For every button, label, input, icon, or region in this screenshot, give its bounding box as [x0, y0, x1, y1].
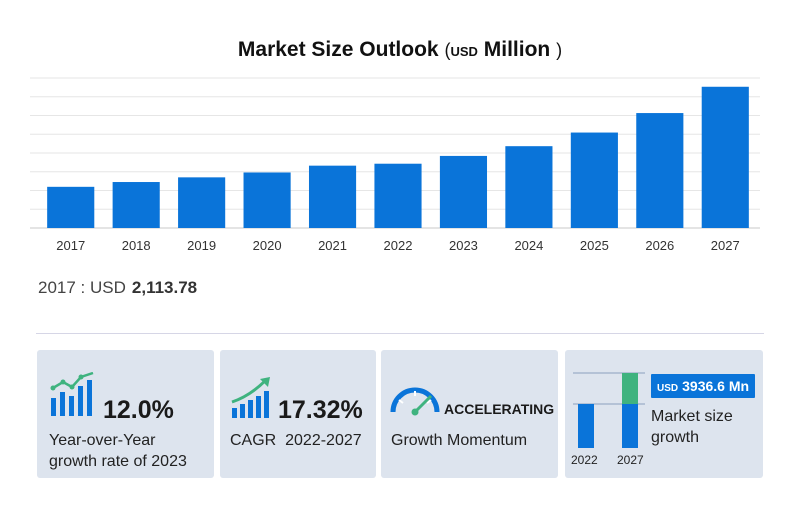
- x-tick-label: 2021: [318, 238, 347, 253]
- bar-2018: [112, 182, 160, 228]
- unit-close: ): [556, 40, 563, 60]
- growth-chart-icon: [50, 372, 94, 416]
- x-tick-label: 2017: [56, 238, 85, 253]
- mini-growth-chart: [573, 372, 645, 448]
- base-year-value: 2,113.78: [131, 278, 198, 297]
- market-growth-card: 2022 2027 USD 3936.6 Mn Market size growt…: [565, 350, 763, 478]
- x-tick-label: 2018: [122, 238, 151, 253]
- bar-2020: [243, 172, 291, 228]
- growth-value-badge: USD 3936.6 Mn: [651, 374, 756, 398]
- momentum-label: Growth Momentum: [391, 432, 528, 449]
- bar-2019: [178, 177, 226, 228]
- cagr-label: CAGR 2022-2027: [230, 432, 362, 449]
- trend-up-icon: [231, 377, 270, 418]
- base-year-label: 2017 : USD: [38, 278, 126, 297]
- momentum-card: ACCELERATING Growth Momentum: [381, 350, 558, 478]
- speedometer-icon: [390, 387, 440, 416]
- mini-year-end: 2027: [617, 453, 644, 467]
- unit-usd: USD: [450, 44, 478, 59]
- base-year-readout: 2017 : USD 2,113.78: [38, 278, 197, 298]
- mini-bar-2027-base: [622, 404, 638, 448]
- yoy-label-line1: Year-over-Year: [49, 432, 156, 449]
- x-tick-label: 2020: [253, 238, 282, 253]
- yoy-value: 12.0%: [103, 396, 174, 424]
- bar-2026: [636, 113, 684, 228]
- yoy-card: 12.0% Year-over-Year growth rate of 2023: [37, 350, 214, 478]
- yoy-label-line2: growth rate of 2023: [49, 453, 187, 470]
- cagr-value: 17.32%: [278, 396, 363, 424]
- x-tick-label: 2019: [187, 238, 216, 253]
- x-tick-label: 2023: [449, 238, 478, 253]
- x-tick-label: 2026: [645, 238, 674, 253]
- bar-2027: [701, 86, 749, 228]
- mini-year-start: 2022: [571, 453, 598, 467]
- cagr-card: 17.32% CAGR 2022-2027: [220, 350, 376, 478]
- chart-title: Market Size Outlook (USD Million ): [0, 38, 800, 62]
- badge-usd: USD: [657, 383, 679, 394]
- x-tick-label: 2025: [580, 238, 609, 253]
- mini-bar-2027-growth: [622, 373, 638, 404]
- bar-2017: [47, 186, 95, 228]
- badge-value: 3936.6 Mn: [682, 378, 750, 394]
- bar-2023: [439, 155, 488, 228]
- divider: [36, 333, 764, 334]
- bar-2021: [308, 165, 357, 228]
- unit-open: (: [444, 40, 451, 60]
- x-tick-label: 2027: [711, 238, 740, 253]
- growth-label-line2: growth: [651, 429, 700, 446]
- mini-bar-2022: [578, 404, 594, 448]
- bar-2022: [374, 163, 422, 228]
- bar-2025: [570, 132, 618, 228]
- x-tick-label: 2024: [514, 238, 543, 253]
- market-size-bar-chart: 2017 2018 2019 2020 2021 2022 2023 2024 2025 2026…: [30, 77, 760, 253]
- bar-2024: [505, 146, 553, 228]
- momentum-value: ACCELERATING: [444, 401, 555, 417]
- x-tick-label: 2022: [384, 238, 413, 253]
- growth-label-line1: Market size: [651, 408, 733, 425]
- title-text: Market Size Outlook: [237, 38, 439, 61]
- unit-word: Million: [483, 38, 551, 61]
